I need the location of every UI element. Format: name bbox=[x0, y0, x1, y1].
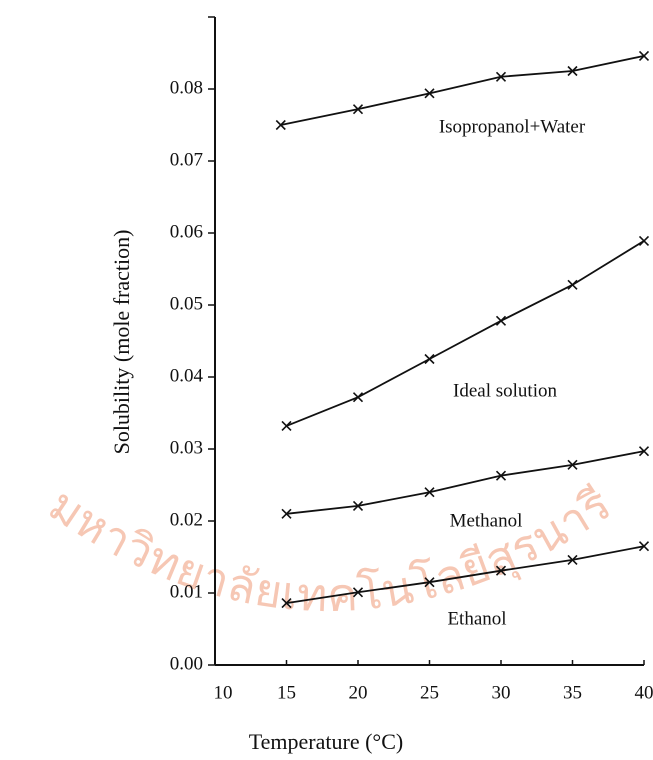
page: มหาวิทยาลัยเทคโนโลยีสุรนารี Temperature … bbox=[0, 0, 653, 760]
series-label: Isopropanol+Water bbox=[439, 116, 586, 137]
y-axis-title: Solubility (mole fraction) bbox=[109, 230, 134, 455]
watermark-text: มหาวิทยาลัยเทคโนโลยีสุรนารี bbox=[40, 478, 619, 621]
y-tick-label: 0.08 bbox=[170, 77, 203, 98]
data-point bbox=[568, 280, 577, 289]
series-label: Methanol bbox=[450, 510, 523, 531]
x-tick-label: 35 bbox=[563, 682, 582, 703]
y-tick-label: 0.01 bbox=[170, 581, 203, 602]
x-axis-title: Temperature (°C) bbox=[249, 729, 403, 754]
y-tick-label: 0.03 bbox=[170, 437, 203, 458]
y-tick-label: 0.04 bbox=[170, 365, 204, 386]
x-tick-label: 10 bbox=[214, 682, 233, 703]
y-tick-label: 0.00 bbox=[170, 653, 203, 674]
series-label: Ideal solution bbox=[453, 380, 557, 401]
data-point bbox=[497, 316, 506, 325]
data-point bbox=[640, 236, 649, 245]
x-tick-label: 40 bbox=[635, 682, 653, 703]
chart: มหาวิทยาลัยเทคโนโลยีสุรนารี Temperature … bbox=[0, 0, 653, 760]
x-tick-label: 25 bbox=[420, 682, 439, 703]
y-tick-label: 0.07 bbox=[170, 149, 203, 170]
x-tick-label: 15 bbox=[277, 682, 296, 703]
y-tick-label: 0.02 bbox=[170, 509, 203, 530]
x-tick-label: 20 bbox=[349, 682, 368, 703]
x-tick-label: 30 bbox=[492, 682, 511, 703]
y-tick-label: 0.06 bbox=[170, 221, 203, 242]
data-point bbox=[425, 355, 434, 364]
watermark: มหาวิทยาลัยเทคโนโลยีสุรนารี bbox=[40, 478, 619, 621]
data-point bbox=[354, 393, 363, 402]
series-line bbox=[281, 56, 644, 125]
series-label: Ethanol bbox=[447, 608, 506, 629]
data-point bbox=[282, 421, 291, 430]
y-tick-label: 0.05 bbox=[170, 293, 203, 314]
